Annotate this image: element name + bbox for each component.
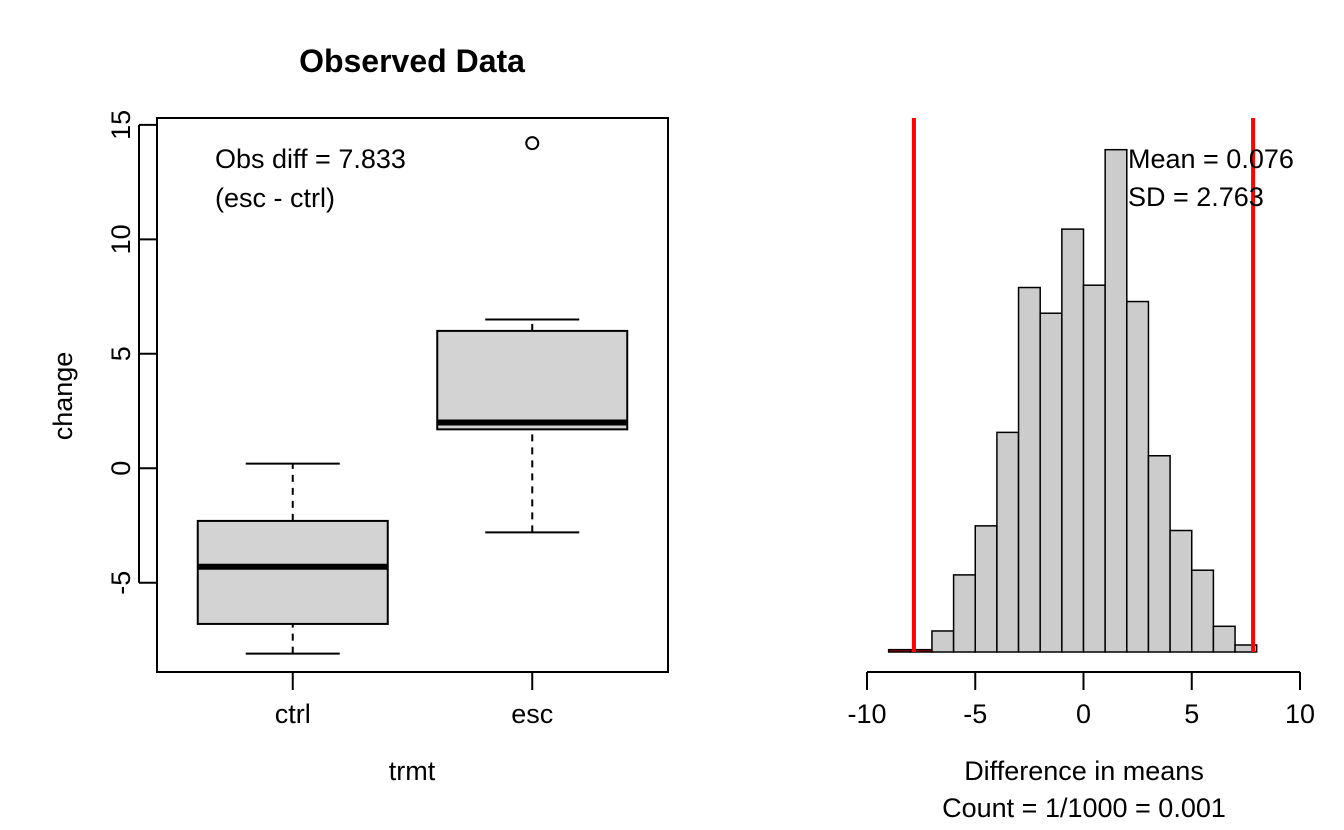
histogram-x-axis: -10 -5 0 5 10 — [847, 671, 1315, 729]
histogram-bar — [1234, 644, 1258, 653]
histogram-x-tick-label: -10 — [847, 699, 886, 729]
box-outlier — [525, 136, 540, 151]
histogram-bar — [952, 574, 976, 653]
boxplot-boxes — [196, 136, 629, 655]
boxplot-y-tick-label: 10 — [106, 224, 136, 254]
box-ctrl — [196, 462, 389, 655]
histogram-x-tick-label: 10 — [1285, 699, 1315, 729]
boxplot-y-tick-label: 0 — [106, 461, 136, 476]
boxplot-y-axis: -5 0 5 10 15 — [106, 110, 157, 595]
boxplot-title: Observed Data — [299, 43, 525, 79]
histogram-count-label: Count = 1/1000 = 0.001 — [942, 793, 1226, 823]
histogram-x-tick-label: 5 — [1184, 699, 1199, 729]
boxplot-x-axis: ctrl esc — [275, 671, 553, 729]
histogram-mean-label: Mean = 0.076 — [1128, 144, 1294, 174]
histogram-bar — [1191, 569, 1215, 653]
boxplot-annotation-line1: Obs diff = 7.833 — [215, 144, 406, 174]
box-iqr — [436, 329, 629, 431]
histogram-bar — [1061, 228, 1085, 653]
boxplot-x-tick-label: ctrl — [275, 699, 311, 729]
histogram-bar — [1212, 625, 1236, 653]
histogram-sd-label: SD = 2.763 — [1128, 182, 1264, 212]
boxplot-y-tick-label: 5 — [106, 346, 136, 361]
histogram-panel: -10 -5 0 5 10 Mean = 0.076 SD = 2.763 Differ… — [847, 118, 1315, 823]
histogram-bars — [887, 148, 1258, 653]
histogram-bar — [1169, 529, 1193, 653]
box-esc — [436, 136, 629, 534]
boxplot-x-axis-label: trmt — [389, 756, 436, 786]
boxplot-x-tick-label: esc — [511, 699, 553, 729]
histogram-bar — [1082, 284, 1106, 653]
histogram-bar — [1126, 300, 1150, 653]
histogram-x-axis-label: Difference in means — [964, 756, 1204, 786]
boxplot-y-tick-label: 15 — [106, 110, 136, 140]
histogram-bar — [1039, 312, 1063, 653]
histogram-cutoff-lines — [911, 118, 1256, 652]
boxplot-panel: Observed Data -5 0 5 10 15 ctrl esc Obs diff … — [48, 43, 669, 786]
histogram-bar — [996, 431, 1020, 653]
histogram-bar — [1017, 286, 1041, 653]
histogram-bar — [1104, 148, 1128, 653]
histogram-bar — [974, 525, 998, 653]
box-iqr — [196, 519, 389, 625]
boxplot-y-axis-label: change — [48, 352, 78, 441]
histogram-x-tick-label: -5 — [963, 699, 987, 729]
histogram-bar — [931, 630, 955, 653]
boxplot-annotation-line2: (esc - ctrl) — [215, 183, 335, 213]
histogram-x-tick-label: 0 — [1076, 699, 1091, 729]
histogram-bar — [1147, 454, 1171, 653]
histogram-bar — [887, 648, 912, 653]
boxplot-y-tick-label: -5 — [106, 571, 136, 595]
